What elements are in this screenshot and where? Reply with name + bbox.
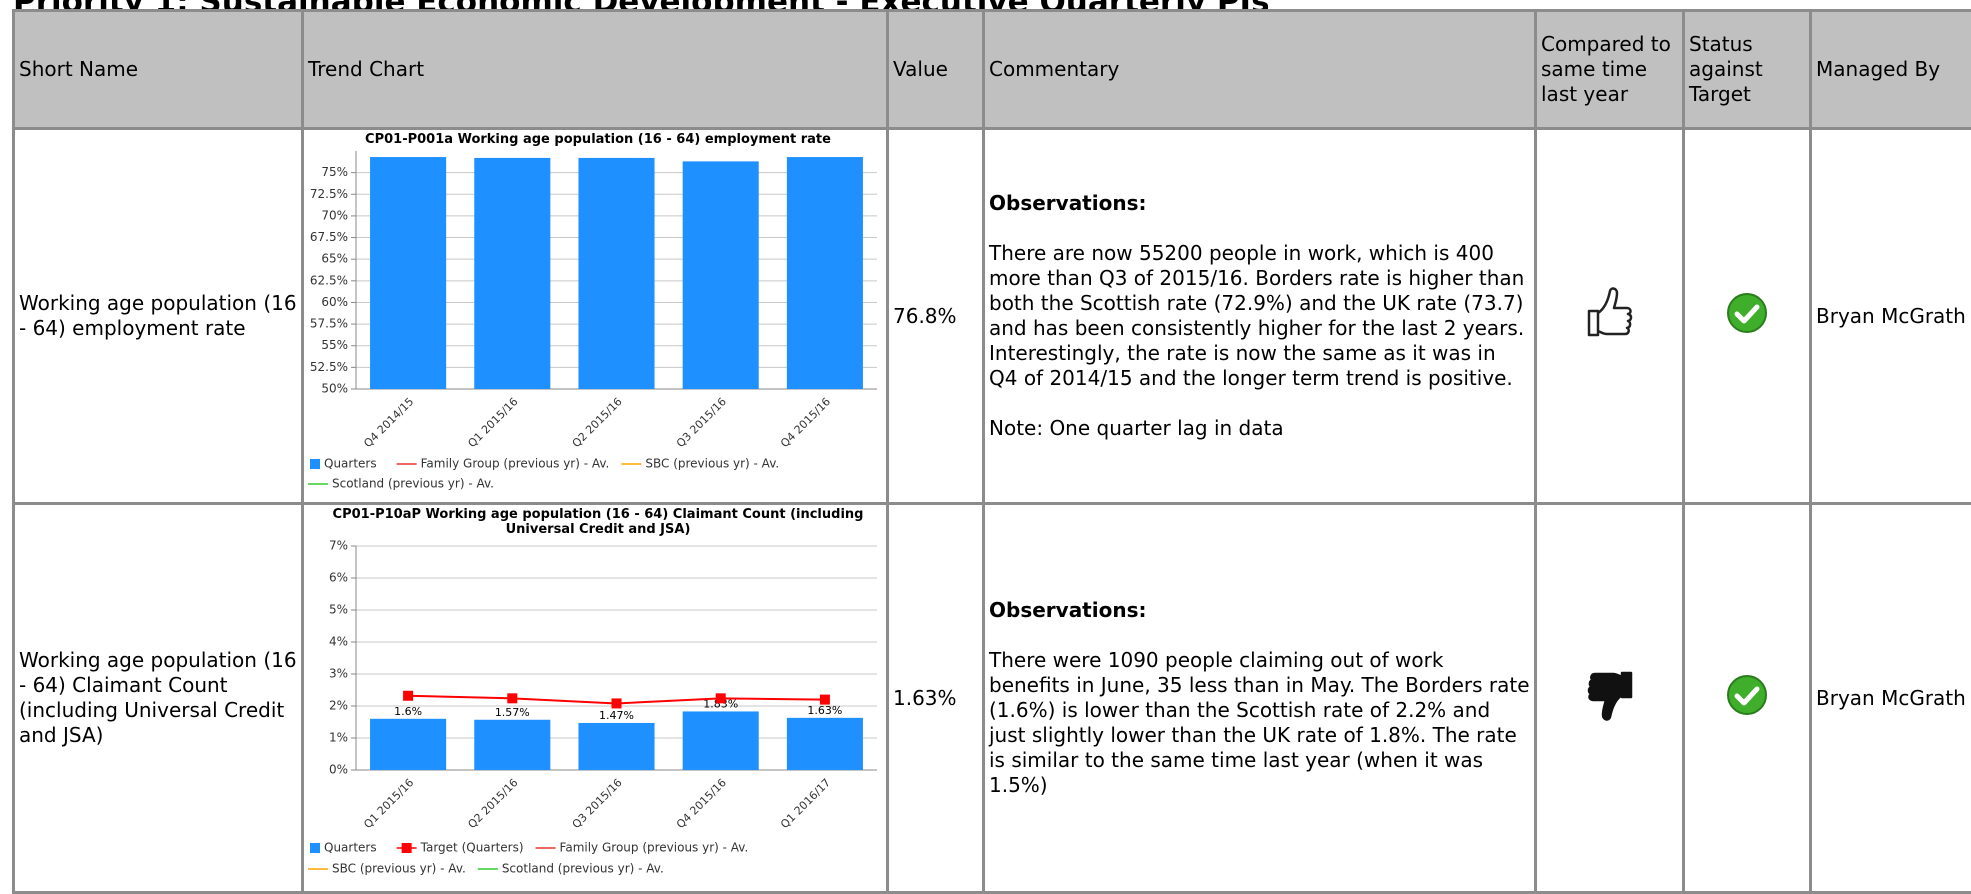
y-tick-label: 7%	[329, 539, 348, 553]
y-tick-label: 6%	[329, 571, 348, 585]
data-label: 1.63%	[807, 704, 842, 717]
legend-label: SBC (previous yr) - Av.	[332, 862, 466, 876]
legend-label: Quarters	[324, 457, 377, 471]
data-label: 1.57%	[495, 706, 530, 719]
x-tick-label: Q1 2016/17	[778, 776, 833, 831]
short-name: Working age population (16 - 64) Claiman…	[14, 504, 303, 893]
x-tick-label: Q2 2015/16	[570, 395, 625, 450]
row: Working age population (16 - 64) employm…	[14, 129, 1971, 504]
y-tick-label: 70%	[321, 208, 348, 222]
bar	[370, 157, 446, 389]
legend-label: SBC (previous yr) - Av.	[645, 457, 779, 471]
column-header: Value	[888, 11, 984, 129]
column-header: Compared to same time last year	[1536, 11, 1684, 129]
bar	[474, 158, 550, 389]
y-tick-label: 75%	[321, 165, 348, 179]
chart: 50% 52.5% 55% 57.5% 60% 62.5% 65% 67.5% 70% 72.5%…	[304, 130, 888, 496]
y-tick-label: 1%	[329, 731, 348, 745]
x-tick-label: Q2 2015/16	[465, 776, 520, 831]
commentary: Observations: There were 1090 people clai…	[984, 504, 1536, 893]
status-icon	[1684, 129, 1811, 504]
legend-swatch	[310, 459, 320, 469]
chart-title: CP01-P001a Working age population (16 - …	[308, 132, 888, 147]
value: 1.63%	[888, 504, 984, 893]
commentary-text: There are now 55200 people in work, whic…	[989, 241, 1530, 391]
x-tick-label: Q1 2015/16	[465, 395, 520, 450]
status-ok	[1726, 292, 1768, 334]
bar	[474, 720, 550, 770]
y-tick-label: 57.5%	[310, 317, 348, 331]
row: Working age population (16 - 64) Claiman…	[14, 504, 1971, 893]
status-icon	[1684, 504, 1811, 893]
header-row: Short Name Trend Chart Value Commentary …	[14, 11, 1971, 129]
x-tick-label: Q4 2014/15	[361, 395, 416, 450]
short-name: Working age population (16 - 64) employm…	[14, 129, 303, 504]
point	[716, 693, 726, 703]
y-tick-label: 5%	[329, 603, 348, 617]
y-tick-label: 60%	[321, 295, 348, 309]
legend-label: Family Group (previous yr) - Av.	[421, 457, 610, 471]
column-header: Status against Target	[1684, 11, 1811, 129]
managed-by: Bryan McGrath	[1811, 504, 1971, 893]
x-tick-label: Q4 2015/16	[778, 395, 833, 450]
legend-label: Scotland (previous yr) - Av.	[502, 862, 664, 876]
y-tick-label: 2%	[329, 699, 348, 713]
legend-swatch	[402, 843, 412, 853]
trend-chart: CP01-P10aP Working age population (16 - …	[303, 504, 888, 893]
x-tick-label: Q4 2015/16	[674, 776, 729, 831]
commentary: Observations: There are now 55200 people …	[984, 129, 1536, 504]
bar	[578, 723, 654, 770]
managed-by: Bryan McGrath	[1811, 129, 1971, 504]
bar	[578, 158, 654, 389]
commentary-heading: Observations:	[989, 598, 1530, 623]
point	[612, 698, 622, 708]
column-header: Trend Chart	[303, 11, 888, 129]
column-header: Short Name	[14, 11, 303, 129]
point	[403, 691, 413, 701]
y-tick-label: 52.5%	[310, 360, 348, 374]
bar	[787, 157, 863, 389]
value: 76.8%	[888, 129, 984, 504]
y-tick-label: 67.5%	[310, 230, 348, 244]
trend-chart: CP01-P001a Working age population (16 - …	[303, 129, 888, 504]
legend-label: Target (Quarters)	[420, 841, 524, 855]
data-label: 1.6%	[394, 705, 422, 718]
commentary-text: There were 1090 people claiming out of w…	[989, 648, 1530, 798]
chart: 0%1%2%3%4%5%6%7%1.6%1.57%1.47%1.83%1.63%…	[304, 505, 888, 885]
y-tick-label: 3%	[329, 667, 348, 681]
chart-title: CP01-P10aP Working age population (16 - …	[308, 507, 888, 537]
pi-table: Short Name Trend Chart Value Commentary …	[12, 9, 1971, 894]
y-tick-label: 55%	[321, 338, 348, 352]
thumbs-up	[1583, 285, 1637, 341]
legend-label: Family Group (previous yr) - Av.	[560, 841, 749, 855]
y-tick-label: 72.5%	[310, 187, 348, 201]
x-tick-label: Q3 2015/16	[674, 395, 729, 450]
y-tick-label: 62.5%	[310, 273, 348, 287]
x-tick-label: Q1 2015/16	[361, 776, 416, 831]
point	[820, 695, 830, 705]
compared-icon	[1536, 129, 1684, 504]
compared-icon	[1536, 504, 1684, 893]
data-label: 1.47%	[599, 709, 634, 722]
y-tick-label: 65%	[321, 252, 348, 266]
bar	[787, 718, 863, 770]
legend-swatch	[310, 843, 320, 853]
y-tick-label: 50%	[321, 382, 348, 396]
y-tick-label: 4%	[329, 635, 348, 649]
commentary-text: Note: One quarter lag in data	[989, 416, 1530, 441]
bar	[683, 711, 759, 770]
bar	[370, 719, 446, 770]
column-header: Managed By	[1811, 11, 1971, 129]
thumbs-down	[1583, 667, 1637, 723]
commentary-heading: Observations:	[989, 191, 1530, 216]
x-tick-label: Q3 2015/16	[570, 776, 625, 831]
legend-label: Quarters	[324, 841, 377, 855]
legend-label: Scotland (previous yr) - Av.	[332, 477, 494, 491]
y-tick-label: 0%	[329, 763, 348, 777]
bar	[683, 161, 759, 389]
column-header: Commentary	[984, 11, 1536, 129]
status-ok	[1726, 674, 1768, 716]
point	[507, 693, 517, 703]
